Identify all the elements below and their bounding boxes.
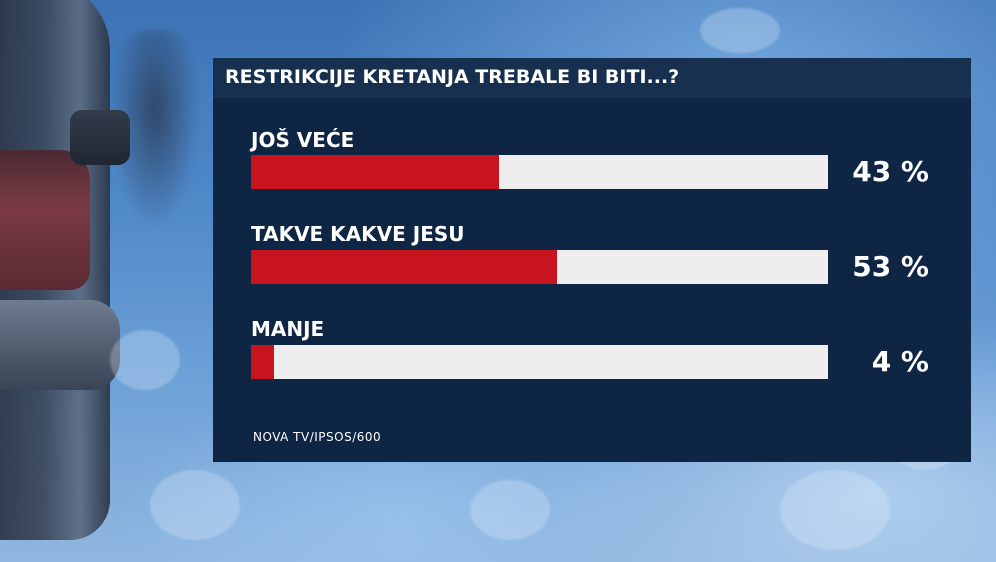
background-car-mirror [70,110,130,165]
chart-header: RESTRIKCIJE KRETANJA TREBALE BI BITI...? [213,58,971,98]
chart-panel: RESTRIKCIJE KRETANJA TREBALE BI BITI...?… [213,58,971,462]
background-car-taillight [0,150,90,290]
bar-track [251,250,828,284]
background-virus-blob [700,8,780,53]
background-virus-blob [470,480,550,540]
background-virus-blob [110,330,180,390]
bar [251,250,557,284]
data-label: 43 % [852,155,929,188]
data-label: 4 % [871,345,929,378]
chart-title: RESTRIKCIJE KRETANJA TREBALE BI BITI...? [225,66,680,88]
source-note: NOVA TV/IPSOS/600 [253,430,382,444]
bar-track [251,155,828,189]
bar-label: JOŠ VEĆE [251,128,355,152]
background-virus-blob [150,470,240,540]
bar-label: MANJE [251,317,325,341]
bar-track [251,345,828,379]
background-virus-blob [780,470,890,550]
bar [251,155,500,189]
background-car-bumper [0,300,120,390]
data-label: 53 % [852,250,929,283]
bar [251,345,275,379]
bar-label: TAKVE KAKVE JESU [251,222,465,246]
